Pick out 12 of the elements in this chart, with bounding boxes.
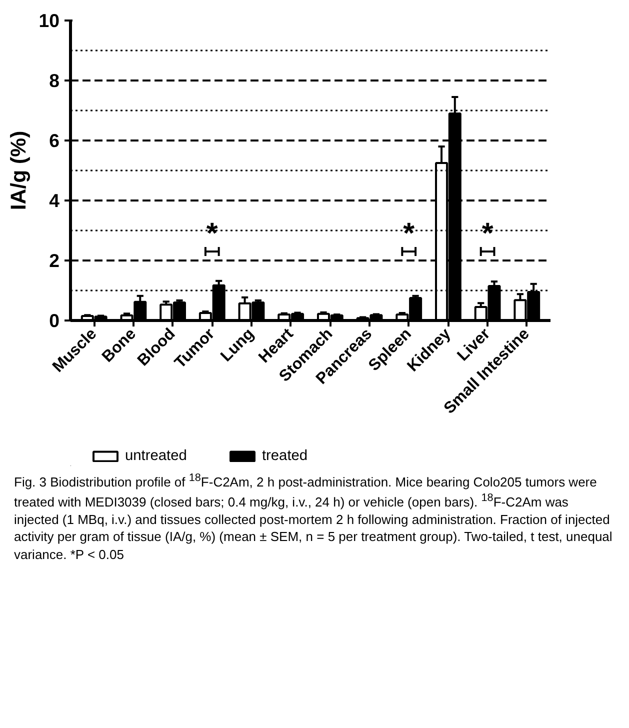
y-tick-label: 4	[49, 190, 60, 211]
y-tick-label: 0	[49, 310, 60, 331]
y-tick-label: 10	[38, 10, 60, 31]
y-tick-label: 2	[49, 250, 60, 271]
text: Fig. 3 Biodistribution profile of $^{18}$F-C2Am, 2 h post-administration. Mice bearing Colo205 tumors were treated with MEDI3039 (closed bars; 0.4 mg/kg, i.v., 24 h) or vehicle (open bars). $^{18}$F-C2Am was injected (1 MBq, i.v.) and tissues collected post-mortem 2 h following administration. Fraction of injected activity per gram of tissue (IA/g, %) (mean ± SEM, n = 5 per treatment group). Two-tailed, t test, unequal variance. *P < 0.05	[14, 472, 612, 562]
y-axis-title: IA/g (%)	[6, 130, 31, 210]
legend-label: untreated	[125, 448, 187, 464]
y-tick-label: 8	[49, 70, 60, 91]
y-tick-label: 6	[49, 130, 60, 151]
legend-label: treated	[262, 448, 308, 464]
annotation: *	[482, 217, 494, 250]
annotation: *	[206, 217, 218, 250]
